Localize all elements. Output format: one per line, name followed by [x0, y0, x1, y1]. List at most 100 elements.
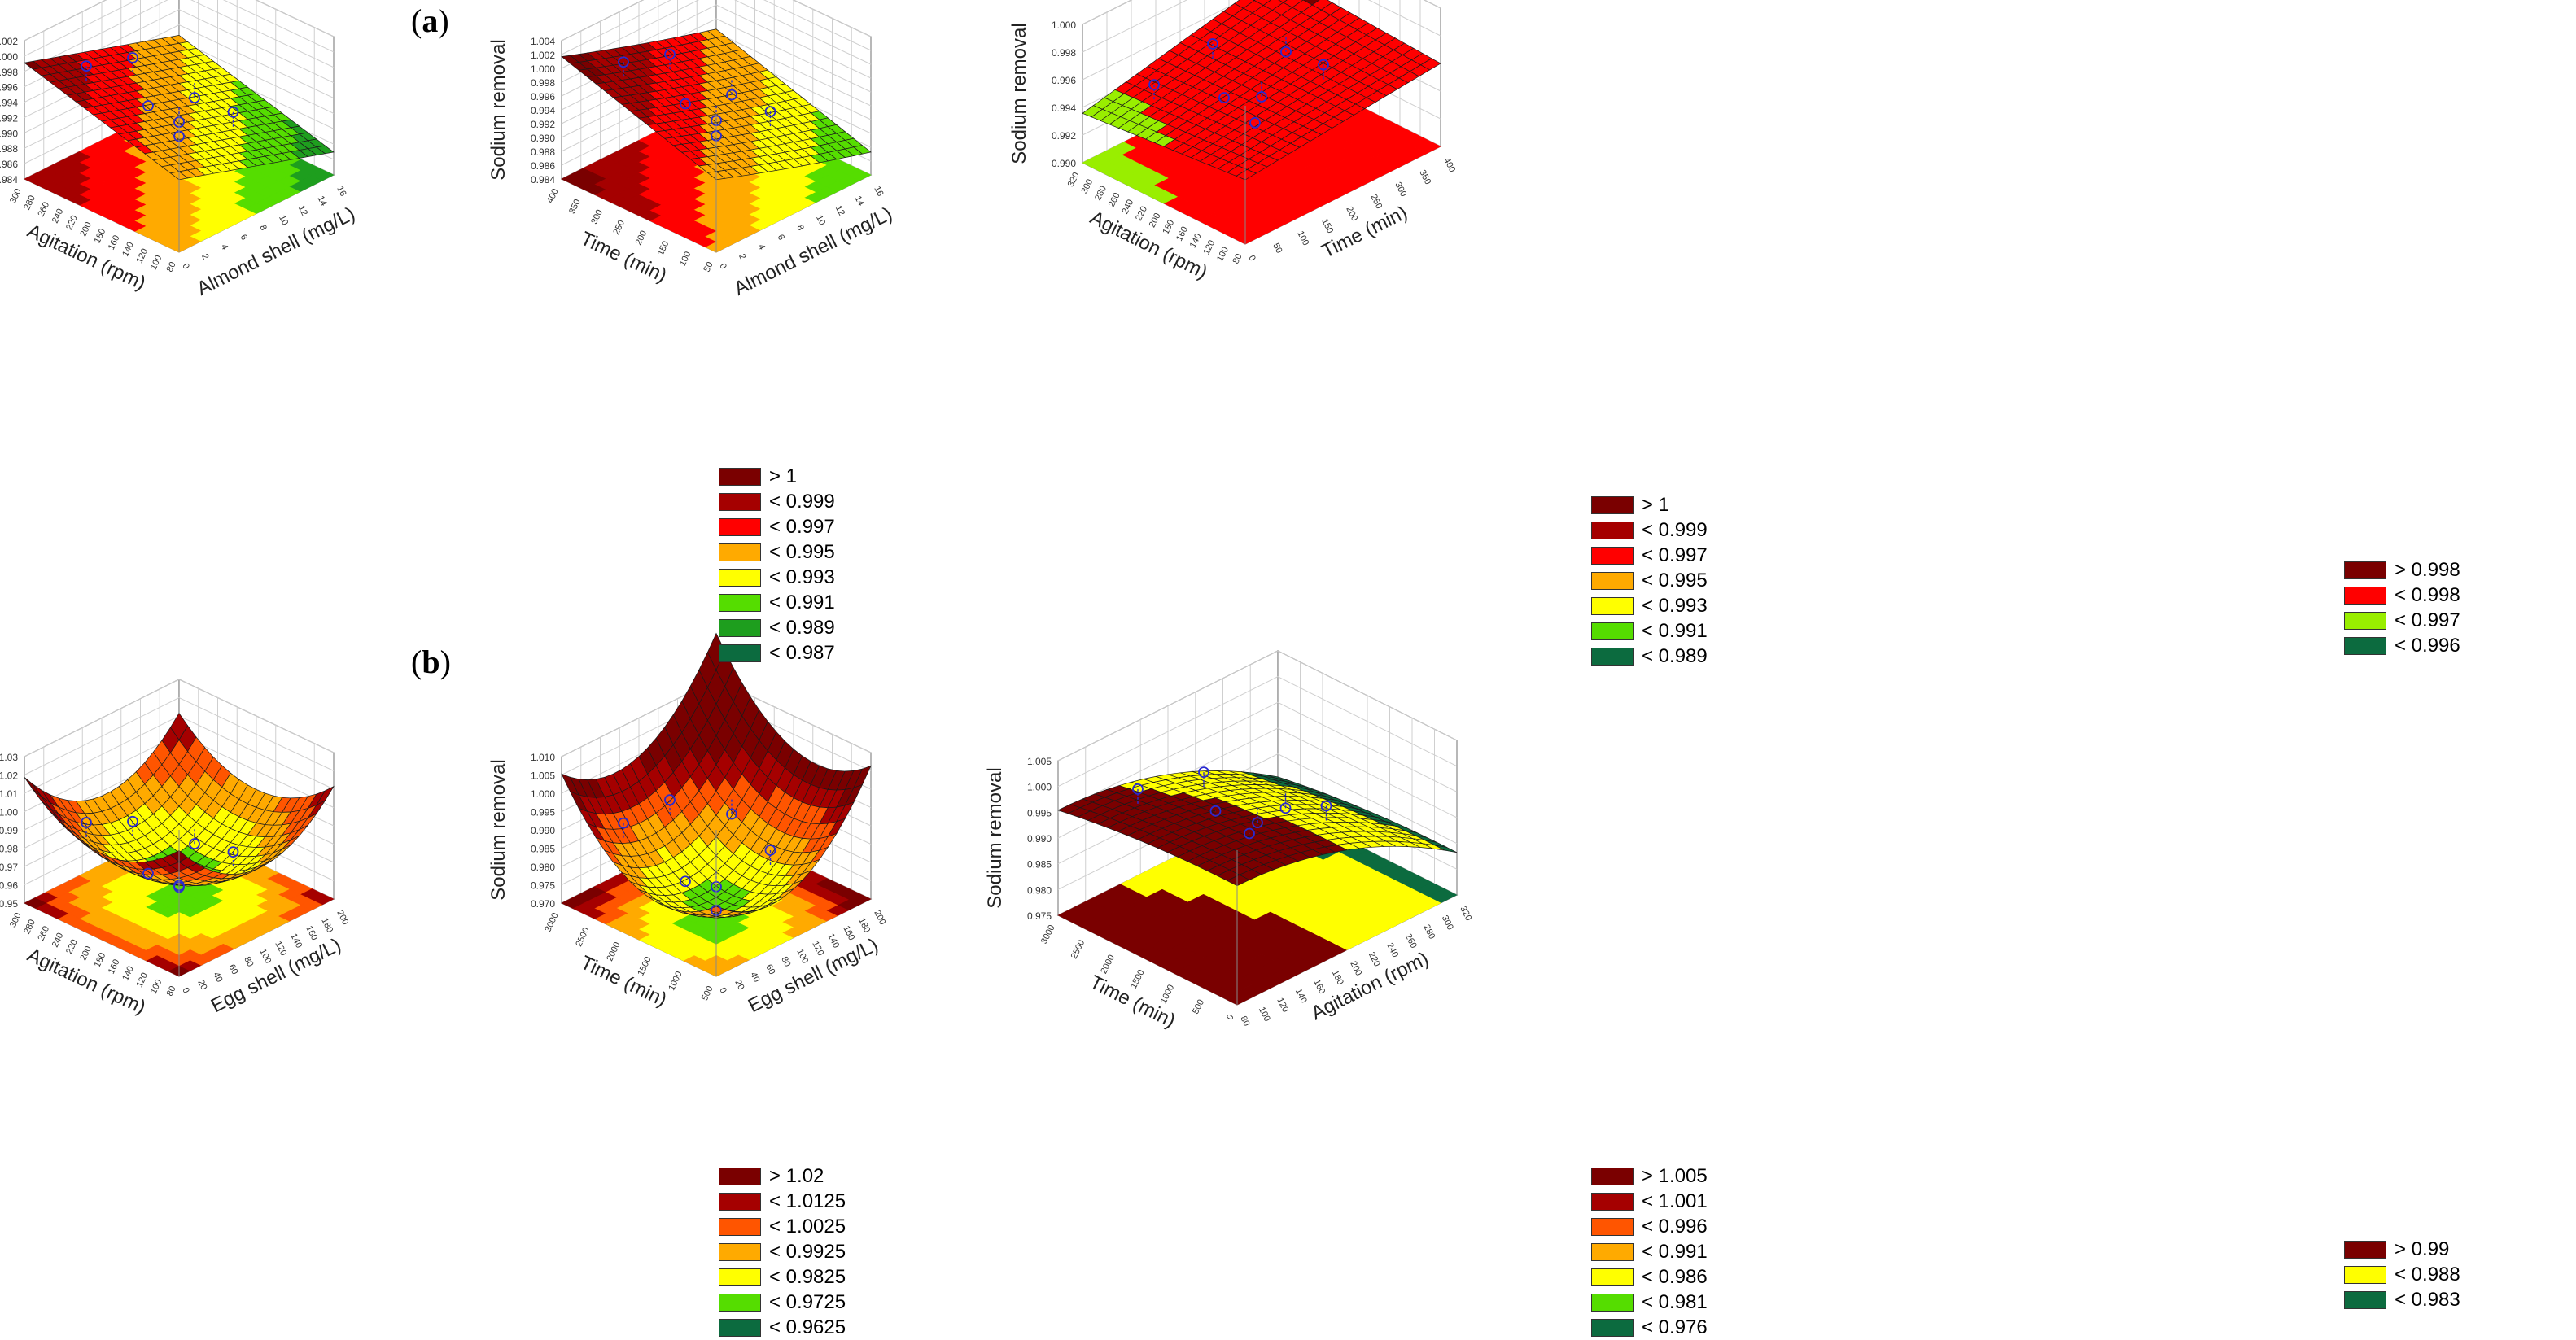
y-tick-label: 200	[1148, 212, 1163, 229]
y-tick-label: 260	[1107, 191, 1122, 209]
y-tick-label: 160	[107, 958, 122, 976]
x-tick-label: 250	[1368, 193, 1384, 211]
observed-point	[81, 60, 92, 72]
legend-swatch	[2344, 611, 2386, 630]
y-tick-label: 120	[134, 971, 150, 989]
legend-entry: < 0.989	[719, 615, 835, 640]
legend-swatch	[1591, 1217, 1634, 1236]
y-tick-label: 0	[1225, 1013, 1236, 1022]
z-tick-label: 0.96	[0, 880, 18, 892]
observed-point	[1148, 79, 1160, 91]
z-tick-label: 1.010	[531, 752, 555, 763]
y-tick-label: 500	[700, 984, 715, 1002]
legend-swatch	[2344, 636, 2386, 655]
legend-4: > 1.02 < 1.0125 < 1.0025 < 0.9925 < 0.9825 < …	[719, 1163, 846, 1340]
legend-label: < 0.986	[1642, 1265, 1708, 1288]
z-tick-label: 0.992	[1052, 130, 1076, 142]
x-tick-label: 120	[1275, 996, 1290, 1014]
observed-point	[1249, 116, 1261, 129]
z-tick-label: 0.995	[1027, 807, 1052, 818]
legend-entry: < 0.995	[719, 539, 835, 565]
legend-swatch	[719, 492, 761, 511]
z-axis-label: Sodium removal	[984, 767, 1006, 908]
x-axis-label: Time (min)	[1319, 202, 1411, 263]
legend-entry: < 0.998	[2344, 583, 2460, 608]
legend-entry: < 0.981	[1591, 1290, 1708, 1315]
z-tick-label: 0.985	[531, 844, 555, 855]
z-tick-label: 0.990	[531, 133, 555, 144]
z-tick-label: 0.95	[0, 898, 18, 910]
y-tick-label: 180	[93, 951, 108, 969]
legend-label: < 1.001	[1642, 1189, 1708, 1212]
y-tick-label: 300	[1079, 177, 1095, 195]
x-tick-label: 60	[763, 962, 776, 976]
legend-label: < 0.996	[2394, 634, 2460, 657]
y-axis-label: Time (min)	[577, 952, 670, 1011]
legend-label: < 0.991	[769, 591, 835, 613]
surface-cell	[1278, 0, 1288, 3]
y-tick-label: 100	[149, 254, 164, 272]
legend-swatch	[1591, 1242, 1634, 1261]
observed-point	[81, 817, 92, 828]
y-tick-label: 50	[702, 260, 715, 273]
y-tick-label: 200	[78, 220, 94, 238]
surface-chart-4: 0.950.960.970.980.991.001.011.021.03Sodi…	[0, 679, 350, 1019]
x-tick-label: 140	[288, 932, 304, 949]
y-tick-label: 250	[611, 219, 627, 237]
y-tick-label: 1000	[667, 970, 684, 992]
x-tick-label: 80	[1238, 1015, 1251, 1028]
x-tick-label: 100	[1295, 229, 1310, 247]
z-tick-label: 0.996	[1052, 75, 1076, 86]
y-tick-label: 400	[545, 187, 561, 205]
legend-swatch	[1591, 596, 1634, 615]
legend-label: < 0.998	[2394, 583, 2460, 606]
observed-point	[127, 815, 138, 827]
x-tick-label: 4	[219, 242, 230, 251]
legend-entry: > 0.998	[2344, 557, 2460, 583]
x-tick-label: 2	[199, 252, 210, 261]
x-tick-label: 2	[737, 252, 747, 261]
z-axis-label: Sodium removal	[488, 759, 510, 900]
legend-swatch	[1591, 1167, 1634, 1185]
z-tick-label: 0.996	[0, 82, 18, 94]
observed-point	[618, 817, 629, 829]
x-tick-label: 20	[733, 978, 746, 991]
legend-swatch	[1591, 521, 1634, 539]
x-tick-label: 0	[180, 986, 190, 995]
y-tick-label: 280	[1093, 185, 1109, 203]
x-tick-label: 180	[856, 916, 872, 934]
y-tick-label: 150	[656, 239, 671, 257]
z-gridline	[24, 0, 335, 72]
legend-swatch	[1591, 1192, 1634, 1211]
x-tick-label: 6	[238, 233, 249, 242]
z-tick-label: 1.004	[531, 36, 555, 47]
x-tick-label: 0	[180, 262, 190, 271]
observed-point	[726, 808, 737, 820]
legend-entry: < 0.997	[1591, 543, 1708, 568]
x-tick-label: 50	[1271, 242, 1284, 255]
x-tick-label: 12	[833, 204, 846, 217]
z-tick-label: 0.994	[0, 98, 18, 109]
x-tick-label: 160	[1311, 978, 1327, 996]
x-tick-label: 6	[776, 233, 786, 242]
x-tick-label: 160	[304, 924, 319, 942]
z-tick-label: 0.996	[531, 91, 555, 103]
observed-point	[1252, 817, 1263, 829]
legend-swatch	[719, 467, 761, 486]
x-tick-label: 20	[195, 978, 208, 991]
x-tick-label: 220	[1367, 950, 1382, 968]
x-tick-label: 100	[257, 947, 273, 965]
y-tick-label: 220	[64, 938, 80, 956]
legend-label: < 0.988	[2394, 1263, 2460, 1285]
legend-label: < 0.997	[1642, 543, 1708, 566]
legend-label: < 0.999	[769, 490, 835, 513]
z-gridline	[1057, 676, 1458, 788]
z-tick-label: 0.994	[1052, 103, 1076, 114]
observed-point	[1244, 827, 1255, 840]
observed-point	[142, 867, 154, 880]
z-tick-label: 0.986	[531, 160, 555, 172]
observed-point	[664, 794, 676, 806]
legend-swatch	[2344, 1265, 2386, 1284]
observed-point	[1218, 92, 1230, 104]
x-tick-label: 120	[810, 940, 825, 958]
